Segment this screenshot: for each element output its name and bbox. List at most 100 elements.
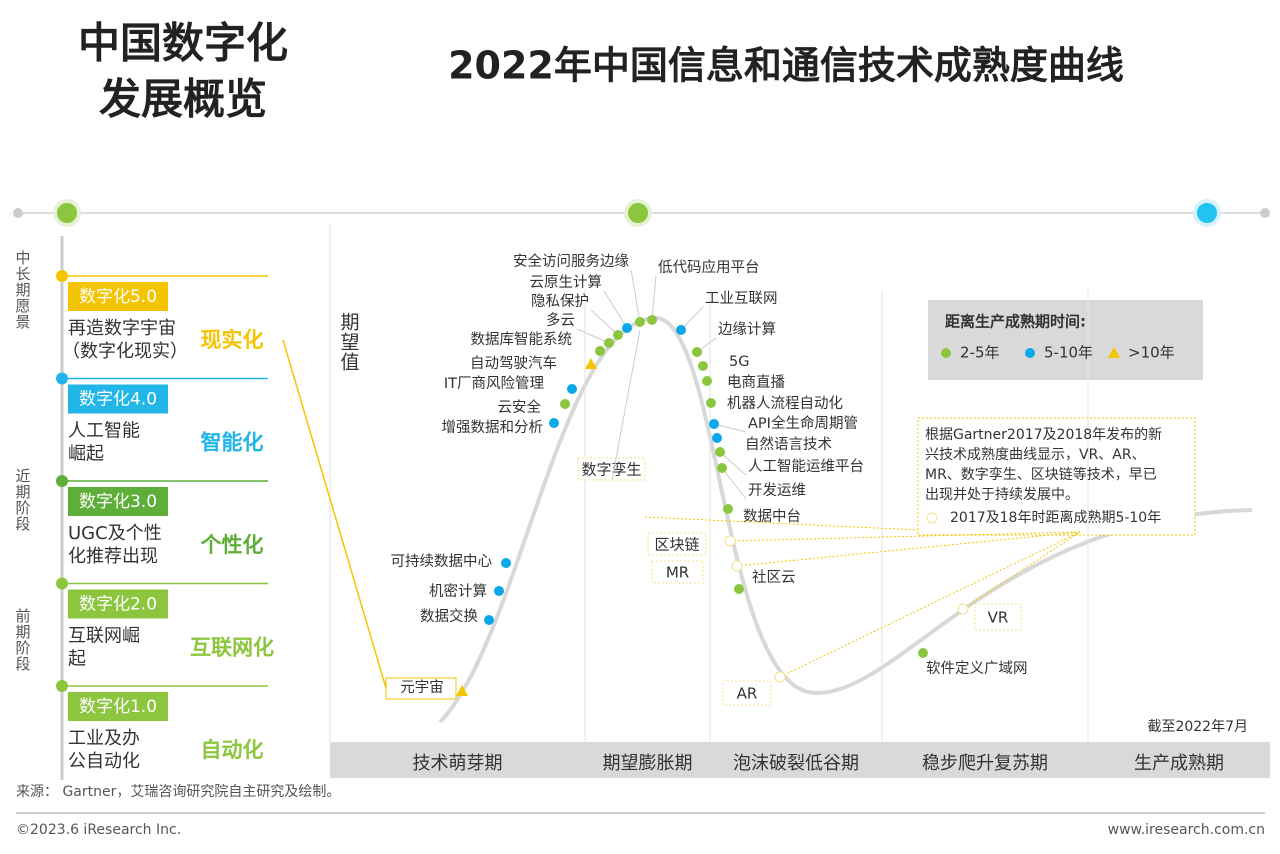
annotation-link — [736, 531, 1081, 567]
phase-band — [330, 742, 1270, 778]
phase-label: 技术萌芽期 — [413, 753, 503, 774]
tech-marker — [717, 463, 727, 473]
tech-marker — [734, 584, 744, 594]
leader-line — [680, 306, 704, 331]
hype-curve — [438, 315, 1253, 724]
stage-tag-box — [68, 487, 168, 516]
tech-marker — [692, 347, 702, 357]
tech-label: 社区云 — [752, 569, 796, 586]
tech-label: 可持续数据中心 — [391, 553, 493, 570]
url: www.iresearch.com.cn — [1108, 822, 1265, 838]
stage-name: 现实化 — [201, 328, 264, 352]
legend-label: 5-10年 — [1044, 344, 1093, 362]
leader-line — [713, 423, 747, 433]
annotation-marker — [731, 560, 743, 572]
legend-box — [928, 300, 1203, 380]
date-note: 截至2022年7月 — [1147, 719, 1248, 735]
phase-label: 生产成熟期 — [1134, 753, 1224, 774]
annotation-box — [917, 417, 1196, 536]
annotation-marker — [724, 535, 736, 547]
stage-desc: 崛起 — [68, 444, 104, 465]
tech-label: 开发运维 — [748, 482, 806, 499]
tech-marker — [635, 317, 645, 327]
source: 来源： Gartner，艾瑞咨询研究院自主研究及绘制。 — [16, 784, 340, 800]
tech-label: 自动驾驶汽车 — [470, 355, 557, 372]
tech-label: 数据交换 — [420, 607, 478, 625]
tech-label: 安全访问服务边缘 — [513, 252, 629, 270]
stage-tag: 数字化3.0 — [79, 492, 157, 512]
stage-desc: 工业及办 — [68, 728, 140, 749]
timeline-node — [624, 199, 652, 227]
tech-label: 隐私保护 — [531, 293, 589, 310]
stage-tag-box — [68, 692, 168, 721]
tech-label: 工业互联网 — [705, 290, 778, 307]
tech-label: 边缘计算 — [718, 321, 776, 338]
stage-axis-label: 中长期愿景 — [14, 250, 32, 330]
timeline-node — [1193, 199, 1221, 227]
stage-tag: 数字化5.0 — [79, 287, 157, 307]
tech-label: 数据中台 — [743, 508, 801, 525]
page-title: 2022年中国信息和通信技术成熟度曲线 — [448, 44, 1124, 88]
timeline-end — [1260, 208, 1270, 218]
tech-marker — [604, 338, 614, 348]
tech-marker — [595, 346, 605, 356]
annotation-link — [962, 531, 1081, 610]
stage-desc: 化推荐出现 — [68, 546, 158, 567]
tech-label: 机密计算 — [429, 583, 487, 600]
tech-marker — [712, 433, 722, 443]
tech-marker — [585, 358, 597, 369]
tech-label: IT厂商风险管理 — [444, 375, 545, 392]
annotation-text: 兴技术成熟度曲线显示，VR、AR、 — [925, 447, 1146, 463]
annotation-item-box — [651, 560, 704, 584]
annotation-item-box — [647, 532, 707, 556]
tech-marker — [560, 399, 570, 409]
stage-tag: 数字化4.0 — [79, 390, 157, 410]
tech-marker — [613, 330, 623, 340]
stage-name: 智能化 — [201, 431, 264, 455]
annotation-text: 根据Gartner2017及2018年发布的新 — [925, 427, 1162, 443]
annotation-item: AR — [737, 685, 758, 703]
leader-line — [719, 451, 747, 476]
stage-dot — [56, 680, 68, 692]
legend-marker — [941, 348, 951, 358]
legend-marker — [1108, 347, 1120, 358]
stage-tag-box — [68, 589, 168, 619]
legend-title: 距离生产成熟期时间: — [945, 313, 1086, 331]
stage-tag-box — [68, 384, 168, 414]
tech-label: 机器人流程自动化 — [727, 395, 843, 412]
leader-line — [576, 328, 610, 344]
phase-label: 稳步爬升复苏期 — [922, 753, 1048, 774]
leader-line — [721, 467, 747, 500]
stage-dot — [56, 475, 68, 487]
stage-desc: UGC及个性 — [68, 523, 162, 544]
annotation-link — [729, 531, 1081, 542]
stage-name: 互联网化 — [190, 636, 274, 660]
annotation-item-box — [974, 603, 1022, 631]
stage-desc: 人工智能 — [68, 421, 140, 442]
annotation-marker — [957, 603, 969, 615]
timeline-end — [13, 208, 23, 218]
legend-label: >10年 — [1128, 344, 1175, 362]
copyright: ©2023.6 iResearch Inc. — [16, 822, 181, 838]
timeline-node — [53, 199, 81, 227]
tech-label: 多云 — [546, 312, 575, 329]
annotation-legend: 2017及18年时距离成熟期5-10年 — [950, 509, 1161, 526]
annotation-marker — [926, 512, 938, 524]
leader-line — [603, 290, 628, 329]
phase-label: 期望膨胀期 — [603, 753, 693, 774]
annotation-item: VR — [988, 609, 1009, 627]
tech-label: 人工智能运维平台 — [748, 458, 864, 475]
tech-marker — [709, 419, 719, 429]
stage-desc: （数字化现实） — [62, 341, 188, 362]
tech-marker — [622, 323, 632, 333]
label-box — [385, 677, 457, 700]
tech-marker — [702, 376, 712, 386]
tech-marker — [501, 558, 511, 568]
leader-line — [590, 309, 619, 336]
connector — [282, 339, 387, 689]
stage-tag: 数字化1.0 — [79, 697, 157, 717]
annotation-link — [779, 531, 1081, 678]
y-label: 期望值 — [338, 312, 360, 372]
stage-dot — [56, 372, 68, 385]
